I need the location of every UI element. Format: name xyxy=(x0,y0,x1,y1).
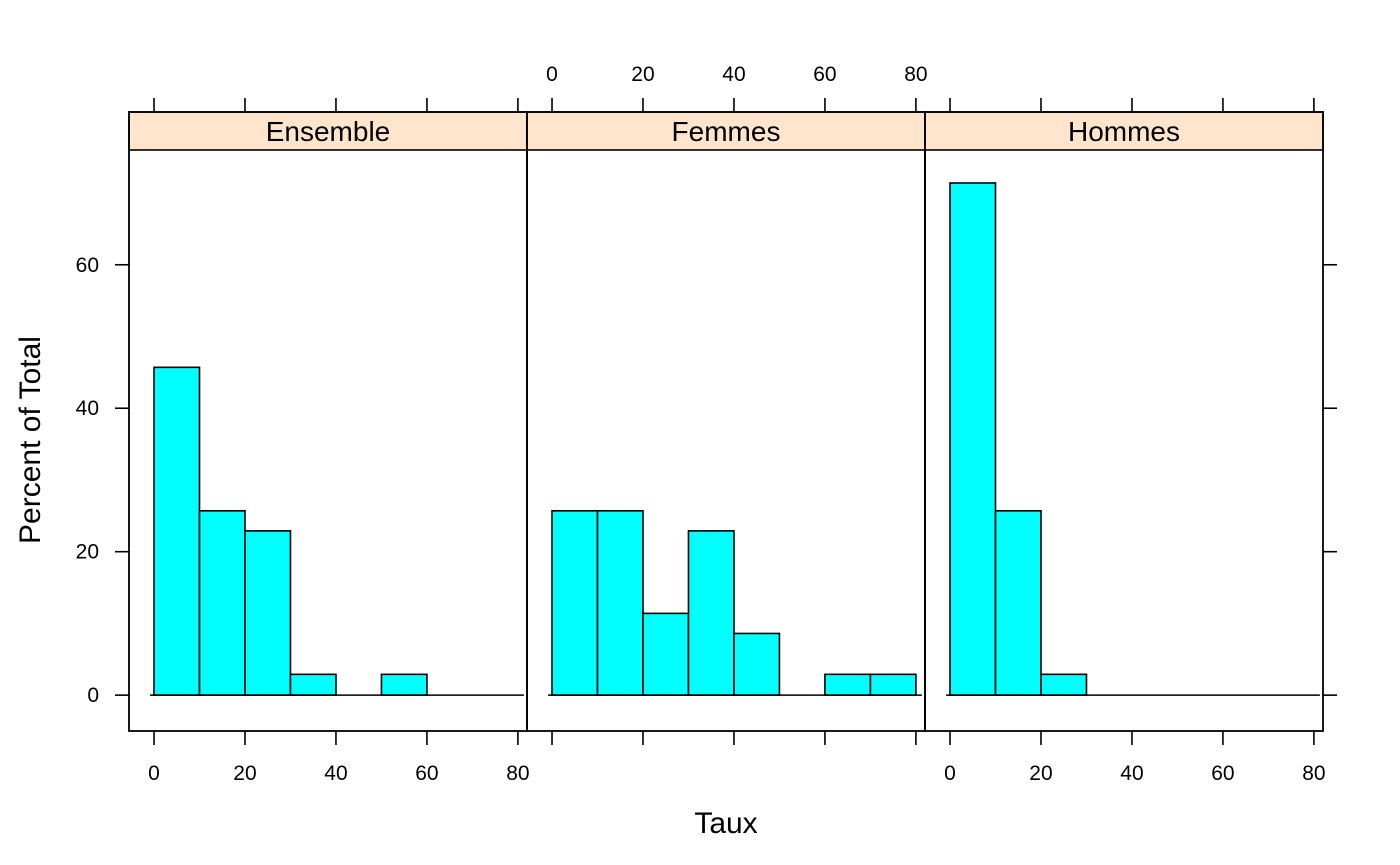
x-tick-label: 80 xyxy=(1302,762,1325,785)
x-tick-label: 0 xyxy=(148,762,160,785)
x-tick-label: 0 xyxy=(944,762,956,785)
x-tick-label: 40 xyxy=(722,63,745,86)
histogram-bar xyxy=(289,673,337,696)
histogram-bar xyxy=(733,632,781,696)
x-tick-label: 80 xyxy=(506,762,529,785)
histogram-bar xyxy=(244,530,292,696)
x-tick-label: 20 xyxy=(233,762,256,785)
histogram-bar xyxy=(596,509,644,696)
panel-femmes: Femmes 0 20 40 60 80 xyxy=(526,63,928,745)
x-tick-label: 60 xyxy=(1211,762,1234,785)
x-tick-label: 80 xyxy=(904,63,927,86)
x-tick-label: 20 xyxy=(631,63,654,86)
panel-border xyxy=(924,111,1324,732)
y-tick-label: 60 xyxy=(76,254,99,277)
histogram-bar xyxy=(824,673,872,696)
histogram-bar xyxy=(153,366,201,696)
x-axis-label: Taux xyxy=(694,807,757,840)
strip-label: Femmes xyxy=(672,116,781,147)
histogram-bar xyxy=(949,182,997,696)
y-tick-label: 20 xyxy=(76,541,99,564)
x-tick-label: 60 xyxy=(415,762,438,785)
x-tick-label: 40 xyxy=(1120,762,1143,785)
x-tick-label: 0 xyxy=(546,63,558,86)
y-tick-label: 40 xyxy=(76,397,99,420)
panel-ensemble: Ensemble 0 20 40 60 80 xyxy=(128,98,530,785)
histogram-bar xyxy=(198,509,246,696)
strip-label: Hommes xyxy=(1068,116,1180,147)
histogram-bar xyxy=(869,673,917,696)
histogram-bar xyxy=(1040,673,1088,696)
histogram-bar xyxy=(994,509,1042,696)
y-axis-label: Percent of Total xyxy=(14,336,47,544)
strip-label: Ensemble xyxy=(266,116,391,147)
x-tick-label: 60 xyxy=(813,63,836,86)
histogram-bar xyxy=(642,612,690,696)
histogram-bar xyxy=(687,530,735,696)
panel-hommes: Hommes 0 20 40 60 80 xyxy=(924,98,1326,785)
y-tick-label: 0 xyxy=(87,684,99,707)
x-tick-label: 20 xyxy=(1029,762,1052,785)
histogram-bar xyxy=(380,673,428,696)
histogram-bar xyxy=(551,509,599,696)
x-tick-label: 40 xyxy=(324,762,347,785)
panels: Ensemble 0 20 40 60 80 Femmes 0 20 40 60 80 Hommes 0 2… xyxy=(76,63,1337,785)
